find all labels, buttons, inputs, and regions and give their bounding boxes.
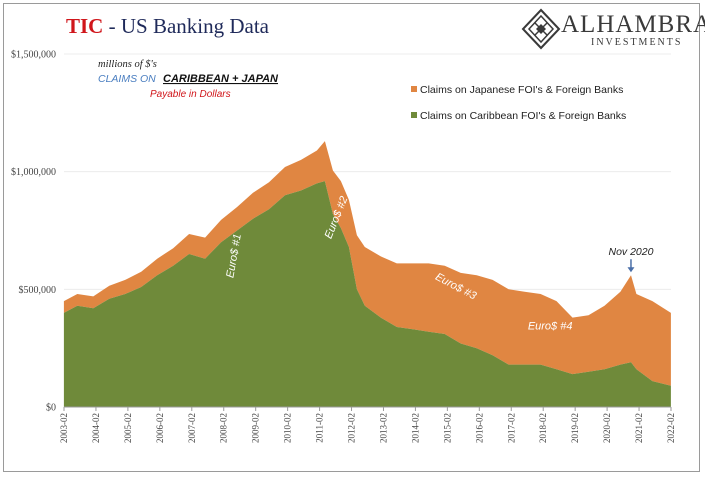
alhambra-logo: ALHAMBRA INVESTMENTS	[521, 8, 705, 54]
logo-name: ALHAMBRA	[561, 11, 705, 38]
chart-legend: Claims on Japanese FOI's & Foreign Banks…	[411, 84, 626, 122]
chart-frame	[3, 3, 700, 472]
x-tick-label: 2005-02	[123, 413, 133, 443]
x-tick-label: 2009-02	[251, 413, 261, 443]
chart-subtitle-prefix: CLAIMS ON	[98, 73, 156, 85]
nov-2020-arrowhead	[627, 267, 635, 273]
legend-label-caribbean: Claims on Caribbean FOI's & Foreign Bank…	[420, 110, 626, 122]
x-tick-label: 2013-02	[379, 413, 389, 443]
x-tick-label: 2008-02	[219, 413, 229, 443]
x-tick-label: 2022-02	[666, 413, 676, 443]
x-tick-label: 2019-02	[570, 413, 580, 443]
area-caribbean	[63, 181, 671, 407]
x-tick-label: 2003-02	[59, 413, 69, 443]
legend-swatch-japan	[411, 86, 417, 92]
y-tick-label: $1,000,000	[11, 167, 56, 178]
y-tick-label: $0	[46, 403, 56, 414]
chart-subtitle-payable: Payable in Dollars	[150, 89, 231, 100]
logo-subtitle: INVESTMENTS	[591, 37, 683, 48]
x-tick-labels: 2003-02 2004-02 2005-02 2006-02 2007-02 2008-…	[59, 413, 676, 443]
y-tick-label: $500,000	[19, 285, 57, 296]
chart-subtitle: CARIBBEAN + JAPAN	[163, 73, 279, 85]
annotation-nov-2020: Nov 2020	[608, 246, 653, 258]
legend-swatch-caribbean	[411, 112, 417, 118]
x-tick-label: 2012-02	[347, 413, 357, 443]
diamond-lattice-icon	[521, 8, 561, 50]
y-tick-labels: $0 $500,000 $1,000,000 $1,500,000	[11, 50, 56, 414]
units-note: millions of $'s	[98, 59, 157, 70]
x-tick-label: 2010-02	[283, 413, 293, 443]
x-tick-label: 2007-02	[187, 413, 197, 443]
x-tick-label: 2020-02	[602, 413, 612, 443]
x-tick-label: 2006-02	[155, 413, 165, 443]
area-japan	[63, 141, 671, 386]
chart-areas	[63, 141, 671, 407]
y-tick-label: $1,500,000	[11, 50, 56, 61]
x-tick-label: 2016-02	[474, 413, 484, 443]
x-tick-label: 2011-02	[315, 413, 325, 443]
x-tick-label: 2004-02	[91, 413, 101, 443]
x-tick-label: 2017-02	[506, 413, 516, 443]
legend-label-japan: Claims on Japanese FOI's & Foreign Banks	[420, 84, 623, 96]
annotation-euro-4: Euro$ #4	[528, 320, 573, 332]
x-tick-label: 2021-02	[634, 413, 644, 443]
axes	[63, 406, 672, 411]
title-tic: TIC	[66, 14, 104, 38]
x-tick-label: 2018-02	[538, 413, 548, 443]
page-title: TIC - US Banking Data	[66, 14, 269, 39]
x-tick-label: 2015-02	[442, 413, 452, 443]
x-tick-label: 2014-02	[410, 413, 420, 443]
title-rest: - US Banking Data	[103, 14, 270, 38]
